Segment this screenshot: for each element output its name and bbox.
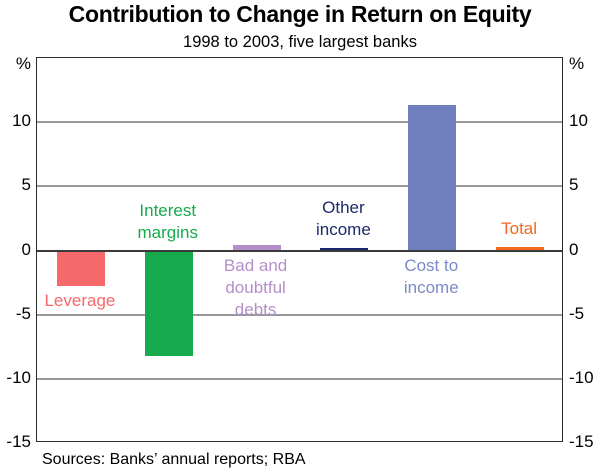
gridline--10	[37, 377, 562, 380]
gridline-10	[37, 121, 562, 124]
bar-label-interest-margins: Interest margins	[138, 200, 198, 244]
y-axis-tick-right--5: -5	[569, 303, 585, 323]
bar-label-line: Bad and	[223, 255, 288, 275]
y-axis-tick-right--15: -15	[569, 432, 594, 451]
bar-leverage	[56, 250, 105, 287]
y-axis-tick-left--10: -10	[6, 367, 31, 387]
percent-unit-right: %	[569, 54, 585, 73]
y-axis-tick-left-0: 0	[21, 239, 31, 259]
plot-area	[36, 57, 563, 442]
chart-subtitle: 1998 to 2003, five largest banks	[183, 33, 417, 51]
bar-bad-and-doubtful-debts	[232, 245, 281, 251]
y-axis-tick-right-10: 10	[569, 111, 588, 131]
zero-gridline	[37, 249, 562, 252]
bar-label-line: Leverage	[44, 291, 116, 311]
bar-label-line: margins	[137, 222, 198, 242]
bar-label-other-income: Other income	[316, 197, 371, 241]
y-axis-tick-right-0: 0	[569, 239, 579, 259]
y-axis-tick-right-5: 5	[569, 175, 579, 195]
source-note: Sources: Banks’ annual reports; RBA	[42, 451, 306, 468]
bar-label-line: income	[403, 277, 459, 297]
bar-label-total: Total	[501, 218, 537, 240]
y-axis-tick-left--15: -15	[6, 432, 31, 451]
y-axis-tick-left-10: 10	[12, 111, 31, 131]
bar-label-line: doubtful	[225, 277, 286, 297]
bar-label-leverage: Leverage	[44, 290, 115, 312]
y-axis-tick-left--5: -5	[15, 303, 31, 323]
bar-label-line: Cost to	[404, 255, 459, 275]
bar-other-income	[320, 247, 369, 251]
bar-label-line: income	[316, 219, 371, 239]
chart-title: Contribution to Change in Return on Equi…	[68, 1, 532, 27]
bar-label-line: Interest	[139, 200, 197, 220]
bar-label-cost-to-income: Cost to income	[404, 255, 459, 299]
bar-cost-to-income	[408, 105, 457, 251]
y-axis-tick-left-5: 5	[21, 175, 31, 195]
percent-unit-left: %	[15, 54, 31, 73]
y-axis-tick-right--10: -10	[569, 367, 594, 387]
bar-total	[496, 246, 545, 251]
bar-label-bad-and-doubtful-debts: Bad and doubtful debts	[224, 255, 287, 321]
bar-label-line: Other	[322, 197, 365, 217]
bar-interest-margins	[144, 250, 193, 356]
gridline--5	[37, 313, 562, 316]
bar-label-line: Total	[501, 218, 538, 238]
bar-label-line: debts	[234, 299, 277, 319]
gridline-5	[37, 185, 562, 188]
